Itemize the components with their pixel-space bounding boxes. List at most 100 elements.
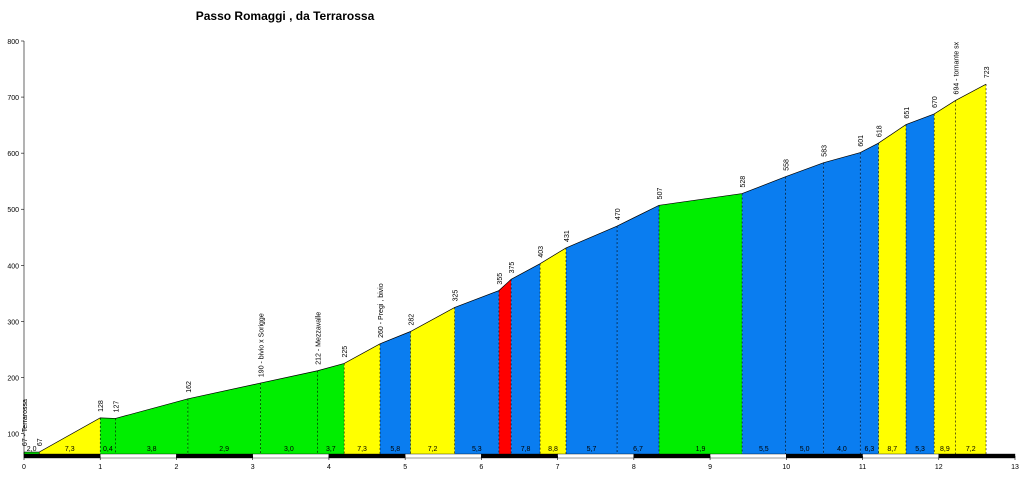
- x-tick-label: 10: [782, 464, 790, 471]
- x-tick-label: 4: [327, 464, 331, 471]
- x-tick-label: 2: [175, 464, 179, 471]
- gradient-segment: [955, 84, 987, 456]
- gradient-label: 5,3: [472, 446, 482, 453]
- km-bar: [709, 453, 787, 459]
- km-bar: [328, 453, 406, 459]
- gradient-segment: [115, 398, 188, 456]
- x-tick-label: 1: [98, 464, 102, 471]
- x-tick-label: 5: [403, 464, 407, 471]
- gradient-segment: [379, 331, 411, 456]
- gradient-label: 0,4: [103, 446, 113, 453]
- profile-line: [24, 83, 987, 453]
- km-bar: [862, 453, 939, 459]
- elevation-label: 651: [904, 107, 911, 119]
- gradient-segment: [260, 370, 318, 456]
- gradient-label: 6,3: [865, 446, 875, 453]
- x-tick-label: 11: [859, 464, 866, 471]
- gradient-label: 5,8: [390, 446, 400, 453]
- gradient-label: 7,3: [65, 446, 75, 453]
- gradient-label: 2,0: [27, 446, 37, 453]
- elevation-label: 355: [497, 273, 504, 285]
- chart-title: Passo Romaggi , da Terrarossa: [196, 9, 375, 23]
- gradient-segment: [823, 152, 861, 456]
- gradient-segment: [860, 143, 879, 456]
- x-tick-label: 7: [556, 464, 560, 471]
- elevation-label: 528: [740, 176, 747, 188]
- y-tick-label: 600: [7, 151, 19, 158]
- gradient-label: 4,0: [837, 446, 847, 453]
- gradient-segment: [785, 162, 824, 456]
- elevation-label: 212 - Mezzavalle: [315, 312, 322, 365]
- gradient-label: 3,0: [284, 446, 294, 453]
- elevation-label: 225: [342, 346, 349, 358]
- y-tick-label: 700: [7, 95, 19, 102]
- x-tick-label: 13: [1011, 464, 1019, 471]
- gradient-label: 5,0: [800, 446, 810, 453]
- elevation-label: 67: [37, 438, 44, 446]
- gradient-label: 5,7: [587, 446, 597, 453]
- x-tick-label: 0: [22, 464, 26, 471]
- km-bar: [404, 453, 482, 459]
- y-tick-label: 500: [7, 207, 19, 214]
- elevation-label: 127: [113, 401, 120, 413]
- gradient-segment: [498, 279, 512, 456]
- elevation-label: 67 - Terrarossa: [22, 399, 29, 446]
- y-tick-label: 300: [7, 319, 19, 326]
- km-bar: [938, 453, 1016, 459]
- gradient-segment: [905, 113, 935, 457]
- elevation-label: 558: [784, 159, 791, 171]
- x-tick-label: 9: [708, 464, 712, 471]
- gradient-segment: [511, 263, 541, 456]
- x-tick-label: 6: [479, 464, 483, 471]
- elevation-label: 470: [615, 208, 622, 220]
- elevation-label: 583: [822, 145, 829, 157]
- gradient-label: 8,8: [548, 446, 558, 453]
- gradient-segment: [617, 205, 660, 456]
- elevation-label: 375: [509, 262, 516, 274]
- gradient-segment: [566, 226, 618, 456]
- elevation-label: 403: [538, 246, 545, 258]
- km-bar: [633, 453, 711, 459]
- gradient-segment: [317, 363, 345, 456]
- gradient-segment: [39, 417, 101, 456]
- gradient-label: 7,3: [357, 446, 367, 453]
- gradient-label: 8,7: [887, 446, 897, 453]
- gradient-segment: [454, 290, 499, 456]
- km-bar: [481, 453, 558, 459]
- gradient-segment: [878, 124, 906, 456]
- gradient-label: 7,2: [966, 446, 976, 453]
- gradient-segment: [742, 176, 786, 456]
- y-tick-label: 400: [7, 263, 19, 270]
- elevation-label: 670: [932, 96, 939, 108]
- km-bar: [100, 453, 177, 459]
- gradient-segment: [659, 193, 743, 457]
- km-bar: [786, 453, 863, 459]
- gradient-segment: [344, 343, 380, 456]
- elevation-label: 128: [98, 400, 105, 412]
- elevation-label: 325: [453, 290, 460, 302]
- elevation-label: 282: [408, 314, 415, 326]
- elevation-label: 723: [984, 66, 991, 78]
- gradient-label: 5,3: [915, 446, 925, 453]
- gradient-label: 3,8: [147, 446, 157, 453]
- gradient-segment: [540, 247, 567, 456]
- gradient-label: 6,7: [633, 446, 643, 453]
- km-bar: [557, 453, 635, 459]
- elevation-label: 694 - tornante sx: [954, 41, 961, 94]
- y-tick-label: 800: [7, 39, 19, 46]
- elevation-label: 507: [657, 188, 664, 200]
- gradient-segment: [187, 383, 261, 456]
- km-bar: [252, 453, 330, 459]
- y-tick-label: 100: [7, 432, 19, 439]
- gradient-label: 5,5: [759, 446, 769, 453]
- elevation-label: 431: [564, 230, 571, 242]
- gradient-label: 2,9: [219, 446, 229, 453]
- x-tick-label: 3: [251, 464, 255, 471]
- elevation-label: 618: [877, 125, 884, 137]
- x-tick-label: 12: [935, 464, 943, 471]
- elevation-label: 260 - Pregi , bivio: [378, 283, 385, 338]
- gradient-label: 1,9: [696, 446, 706, 453]
- gradient-label: 7,8: [521, 446, 531, 453]
- gradient-segment: [934, 100, 956, 456]
